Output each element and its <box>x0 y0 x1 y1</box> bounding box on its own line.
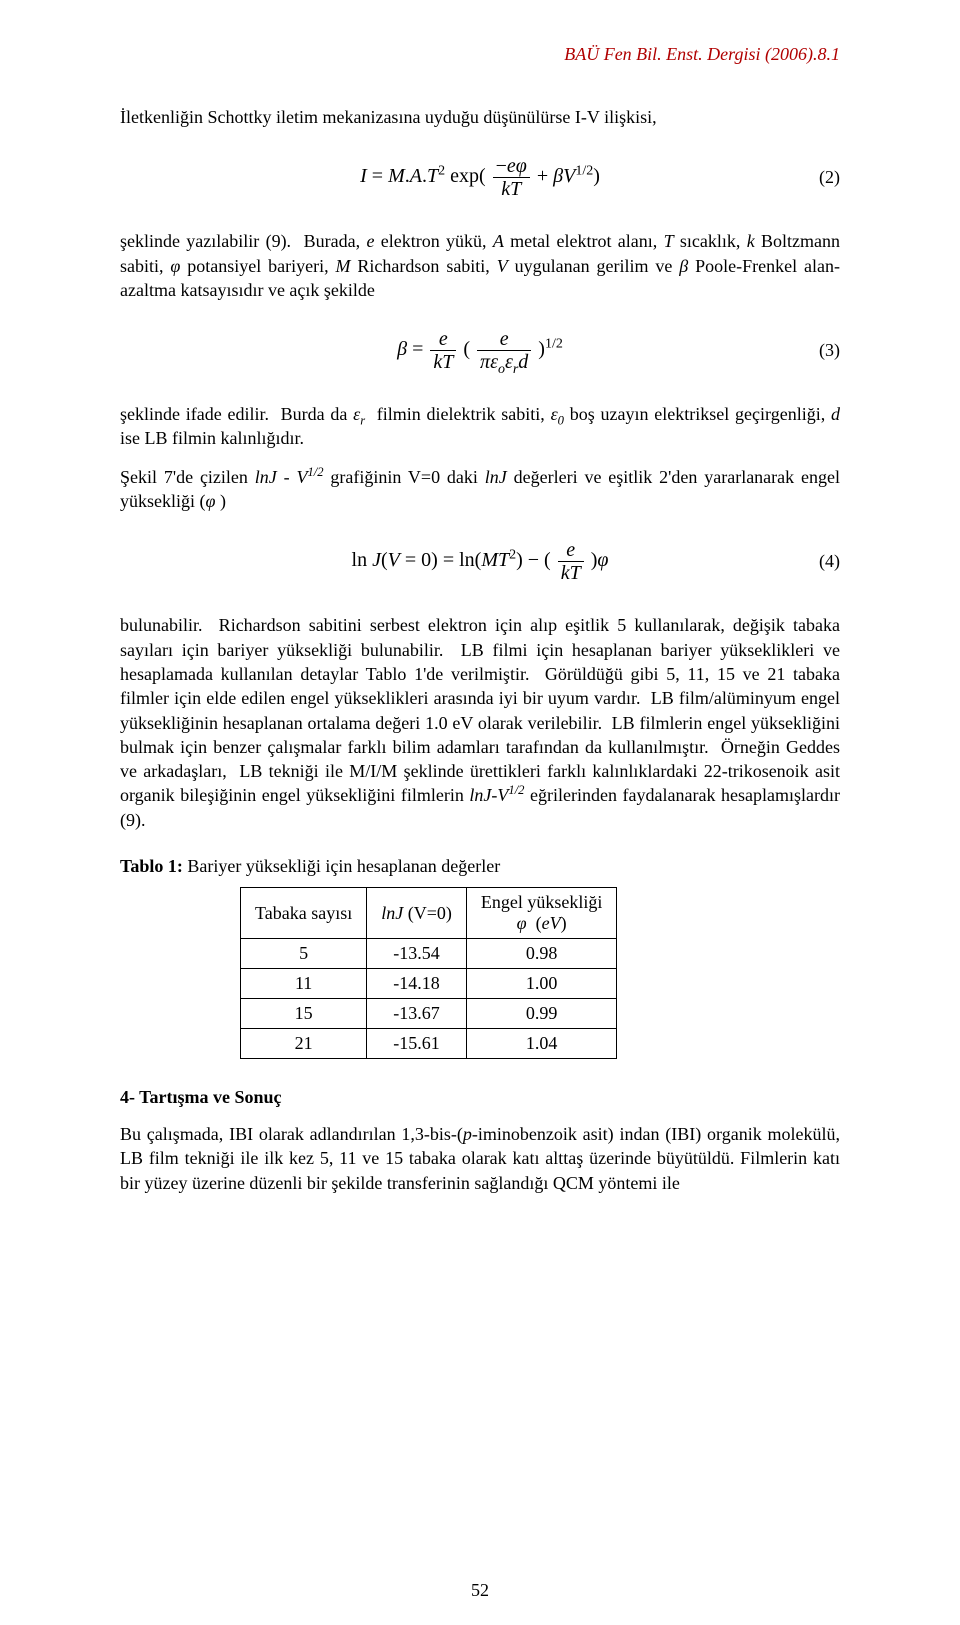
paragraph-3: şeklinde ifade edilir. Burda da εr filmi… <box>120 402 840 451</box>
equation-4: ln J(V = 0) = ln(MT2) − ( e kT )φ (4) <box>120 531 840 591</box>
table-header-3: Engel yüksekliği φ (eV) <box>466 888 616 939</box>
equation-3: β = e kT ( e πεoεrd )1/2 (3) <box>120 320 840 380</box>
table-1-caption-text: Bariyer yüksekliği için hesaplanan değer… <box>183 856 500 876</box>
equation-2-content: I = M.A.T2 exp( −eφ kT + βV1/2) <box>360 156 600 199</box>
table-cell: 1.00 <box>466 969 616 999</box>
table-cell: 15 <box>241 999 367 1029</box>
table-cell: -13.54 <box>367 939 467 969</box>
paragraph-4: Şekil 7'de çizilen lnJ - V1/2 grafiğinin… <box>120 465 840 514</box>
table-cell: -15.61 <box>367 1029 467 1059</box>
table-cell: -13.67 <box>367 999 467 1029</box>
table-cell: 0.99 <box>466 999 616 1029</box>
paragraph-6: Bu çalışmada, IBI olarak adlandırılan 1,… <box>120 1122 840 1195</box>
page-number: 52 <box>0 1580 960 1601</box>
table-row: 11 -14.18 1.00 <box>241 969 617 999</box>
table-1-caption-label: Tablo 1: <box>120 856 183 876</box>
table-1-caption: Tablo 1: Bariyer yüksekliği için hesapla… <box>120 856 840 877</box>
section-4-heading: 4- Tartışma ve Sonuç <box>120 1087 840 1108</box>
equation-3-number: (3) <box>819 340 840 361</box>
table-cell: 11 <box>241 969 367 999</box>
table-header-2: lnJ (V=0) <box>367 888 467 939</box>
paragraph-5: bulunabilir. Richardson sabitini serbest… <box>120 613 840 832</box>
journal-header: BAÜ Fen Bil. Enst. Dergisi (2006).8.1 <box>120 44 840 65</box>
paragraph-2: şeklinde yazılabilir (9). Burada, e elek… <box>120 229 840 302</box>
table-header-1: Tabaka sayısı <box>241 888 367 939</box>
table-cell: 0.98 <box>466 939 616 969</box>
equation-2-number: (2) <box>819 167 840 188</box>
table-cell: 5 <box>241 939 367 969</box>
table-cell: 21 <box>241 1029 367 1059</box>
table-row: 21 -15.61 1.04 <box>241 1029 617 1059</box>
table-cell: -14.18 <box>367 969 467 999</box>
equation-4-content: ln J(V = 0) = ln(MT2) − ( e kT )φ <box>352 540 609 583</box>
table-row: 15 -13.67 0.99 <box>241 999 617 1029</box>
table-header-row: Tabaka sayısı lnJ (V=0) Engel yüksekliği… <box>241 888 617 939</box>
table-row: 5 -13.54 0.98 <box>241 939 617 969</box>
equation-2: I = M.A.T2 exp( −eφ kT + βV1/2) (2) <box>120 147 840 207</box>
equation-3-content: β = e kT ( e πεoεrd )1/2 <box>397 329 563 372</box>
table-1: Tabaka sayısı lnJ (V=0) Engel yüksekliği… <box>240 887 617 1059</box>
equation-4-number: (4) <box>819 551 840 572</box>
table-cell: 1.04 <box>466 1029 616 1059</box>
paragraph-1: İletkenliğin Schottky iletim mekanizasın… <box>120 105 840 129</box>
